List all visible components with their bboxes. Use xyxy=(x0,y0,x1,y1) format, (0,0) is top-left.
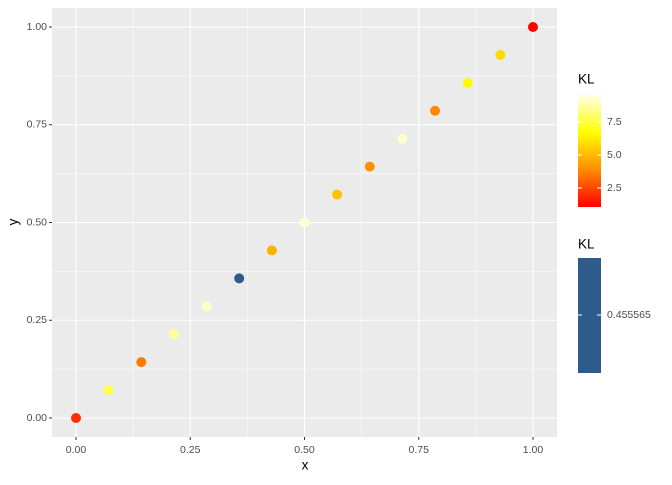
y-tick-label: 0.00 xyxy=(27,412,48,424)
point xyxy=(168,329,179,340)
legend-label: 7.5 xyxy=(607,116,622,128)
point xyxy=(528,22,539,33)
point xyxy=(364,161,375,172)
point xyxy=(495,49,506,60)
x-tick-label: 0.25 xyxy=(180,444,201,456)
y-tick-label: 0.25 xyxy=(27,314,48,326)
legend-label: 0.455565 xyxy=(607,309,651,321)
point xyxy=(299,217,310,228)
point xyxy=(397,133,408,144)
point xyxy=(462,77,473,88)
y-tick-label: 1.00 xyxy=(27,21,48,33)
point xyxy=(70,412,81,423)
point xyxy=(430,105,441,116)
legend-label: 5.0 xyxy=(607,149,622,161)
x-tick-label: 1.00 xyxy=(523,444,544,456)
x-tick-label: 0.00 xyxy=(66,444,87,456)
legend-title: KL xyxy=(578,72,595,87)
point xyxy=(266,245,277,256)
y-tick-label: 0.50 xyxy=(27,216,48,228)
point xyxy=(234,273,245,284)
colorbar xyxy=(578,95,601,207)
x-tick-label: 0.75 xyxy=(409,444,430,456)
legend-swatch xyxy=(578,258,601,373)
point xyxy=(103,385,114,396)
x-tick-label: 0.50 xyxy=(294,444,315,456)
legend-label: 2.5 xyxy=(607,182,622,194)
y-axis-title: y xyxy=(6,218,21,225)
legend-title: KL xyxy=(578,237,595,252)
x-axis-title: x xyxy=(302,458,309,473)
point xyxy=(201,301,212,312)
point xyxy=(332,189,343,200)
y-tick-label: 0.75 xyxy=(27,119,48,131)
point xyxy=(136,357,147,368)
